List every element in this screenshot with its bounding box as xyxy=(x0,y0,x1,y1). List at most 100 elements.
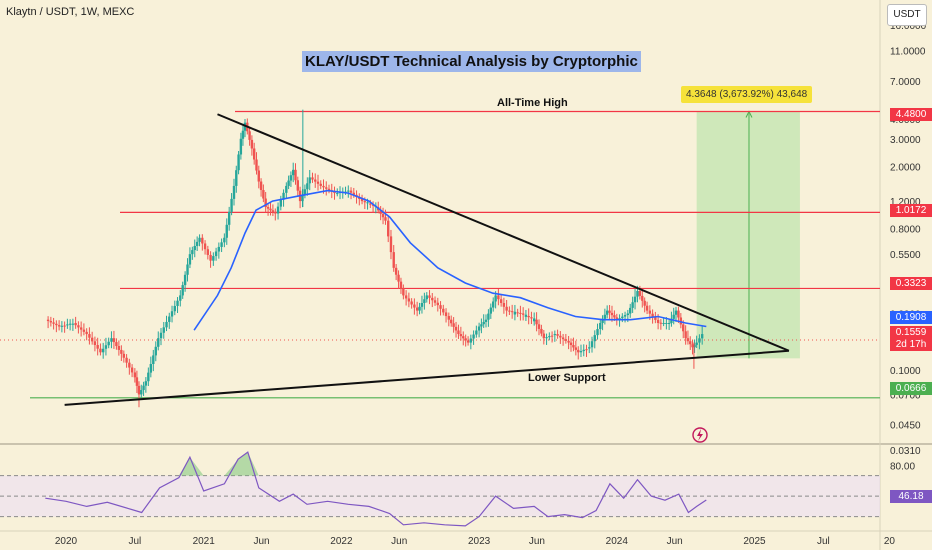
candle xyxy=(173,300,176,316)
countdown-badge: 2d 17h xyxy=(890,338,932,351)
x-tick-label: 2020 xyxy=(55,536,78,547)
candle-body xyxy=(183,274,187,286)
symbol-info[interactable]: Klaytn / USDT, 1W, MEXC xyxy=(6,6,135,18)
candle xyxy=(168,312,171,329)
x-tick-label: Jul xyxy=(128,536,141,547)
candle xyxy=(209,251,212,268)
candle xyxy=(237,151,240,175)
candle-body xyxy=(193,245,196,251)
candle xyxy=(162,321,165,339)
candle-body xyxy=(55,323,58,326)
candle-body xyxy=(292,169,295,176)
candle xyxy=(579,344,583,358)
candle xyxy=(684,325,687,345)
candle xyxy=(548,332,551,341)
candle-body xyxy=(452,323,455,327)
candle xyxy=(404,290,408,306)
candle-body xyxy=(689,341,692,345)
candle xyxy=(292,162,295,183)
candle-body xyxy=(484,319,488,322)
candle-body xyxy=(389,236,393,253)
candle xyxy=(296,176,299,196)
candle-body xyxy=(241,130,245,139)
candle-body xyxy=(232,185,236,199)
candle-body xyxy=(693,344,696,348)
candle xyxy=(117,340,121,356)
candle xyxy=(287,175,290,190)
candle-body xyxy=(672,314,675,319)
candle xyxy=(588,341,591,354)
rsi-band xyxy=(0,475,880,517)
candle-body xyxy=(366,202,369,204)
candle-body xyxy=(125,357,128,363)
candle-body xyxy=(266,207,270,209)
y-tick-label: 0.0700 xyxy=(890,390,921,401)
candle-body xyxy=(82,329,86,332)
candle xyxy=(527,308,530,325)
candle xyxy=(128,358,131,375)
candle-body xyxy=(154,346,157,356)
candle xyxy=(399,277,403,294)
candle xyxy=(239,132,243,160)
candle-body xyxy=(621,316,624,319)
candle-body xyxy=(179,295,182,301)
candle xyxy=(410,298,413,309)
candle xyxy=(306,177,309,196)
candle xyxy=(358,193,361,206)
candle-body xyxy=(497,295,500,300)
candle xyxy=(605,305,609,319)
candle xyxy=(643,297,646,313)
candle-body xyxy=(651,313,654,317)
y-tick-label: 3.0000 xyxy=(890,135,921,146)
candle xyxy=(603,308,607,325)
candle xyxy=(508,306,511,316)
candle xyxy=(457,324,460,339)
candle xyxy=(519,305,522,321)
rsi-line xyxy=(45,451,707,527)
candle-body xyxy=(93,341,97,346)
candle-body xyxy=(71,323,75,325)
candle-body xyxy=(104,345,108,349)
candle-body xyxy=(623,315,627,317)
candle-body xyxy=(264,198,267,208)
candle xyxy=(198,234,201,247)
candle-body xyxy=(311,177,314,180)
candle-body xyxy=(325,187,328,189)
candle xyxy=(74,316,77,329)
candle xyxy=(52,317,55,330)
candle-body xyxy=(360,199,364,202)
candle-body xyxy=(548,336,551,338)
candle xyxy=(574,340,578,356)
candle-body xyxy=(112,338,116,343)
candle xyxy=(133,368,137,383)
candle-body xyxy=(596,329,599,336)
candle-body xyxy=(308,177,311,184)
candle xyxy=(344,186,347,195)
candle-body xyxy=(462,336,465,339)
candle-body xyxy=(282,192,285,200)
candle xyxy=(327,184,331,194)
candle xyxy=(691,340,694,355)
candle xyxy=(674,306,678,322)
candle xyxy=(567,336,570,350)
candle-body xyxy=(287,180,290,186)
currency-button[interactable]: USDT xyxy=(887,4,927,26)
candle xyxy=(96,337,99,356)
candle xyxy=(433,296,437,306)
candle xyxy=(223,233,226,248)
candle-body xyxy=(149,364,153,373)
candle-body xyxy=(404,295,408,299)
candle-body xyxy=(659,322,663,324)
candle xyxy=(325,181,328,196)
candle-body xyxy=(165,321,168,328)
price-badge-last: 0.1559 xyxy=(890,326,932,339)
candle xyxy=(152,349,155,372)
candle-body xyxy=(227,211,231,225)
candle xyxy=(561,334,565,346)
candle-body xyxy=(588,347,591,349)
candle-body xyxy=(574,347,578,350)
candle-body xyxy=(363,201,367,203)
candle xyxy=(593,330,596,349)
candle xyxy=(621,313,624,323)
